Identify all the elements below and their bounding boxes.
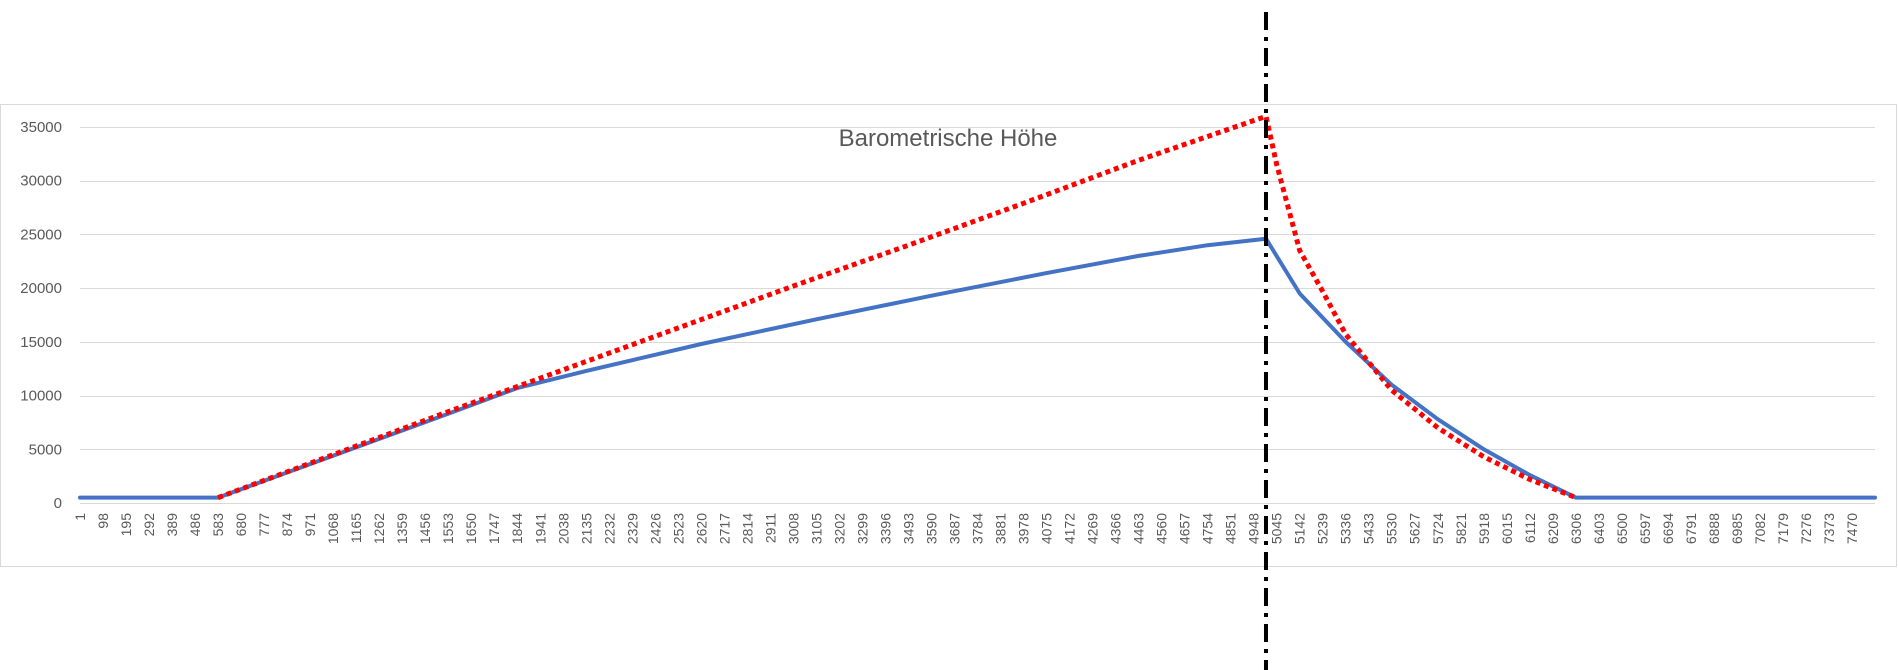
x-tick-label: 6888 bbox=[1706, 513, 1722, 544]
y-tick-label: 35000 bbox=[20, 119, 62, 136]
x-tick-label: 2135 bbox=[578, 513, 594, 544]
y-axis: 0 5000 10000 15000 20000 25000 30000 35000 bbox=[20, 119, 62, 512]
x-tick-label: 1068 bbox=[325, 513, 341, 544]
x-tick-label: 4754 bbox=[1200, 513, 1216, 544]
x-tick-label: 3493 bbox=[900, 513, 916, 544]
x-tick-label: 3784 bbox=[970, 513, 986, 544]
x-tick-label: 2620 bbox=[693, 513, 709, 544]
x-tick-label: 2523 bbox=[670, 513, 686, 544]
y-tick-label: 20000 bbox=[20, 280, 62, 297]
y-tick-label: 10000 bbox=[20, 388, 62, 405]
x-tick-label: 3687 bbox=[946, 513, 962, 544]
x-tick-label: 6791 bbox=[1683, 513, 1699, 544]
x-tick-label: 5336 bbox=[1338, 513, 1354, 544]
x-tick-label: 2038 bbox=[555, 513, 571, 544]
x-tick-label: 7082 bbox=[1752, 513, 1768, 544]
x-tick-label: 486 bbox=[187, 513, 203, 537]
x-tick-label: 7470 bbox=[1844, 513, 1860, 544]
x-tick-label: 5142 bbox=[1292, 513, 1308, 544]
y-tick-label: 30000 bbox=[20, 173, 62, 190]
x-tick-label: 3202 bbox=[831, 513, 847, 544]
y-tick-label: 0 bbox=[54, 495, 62, 512]
x-tick-label: 1 bbox=[72, 513, 88, 521]
x-tick-label: 5627 bbox=[1407, 513, 1423, 544]
x-tick-label: 971 bbox=[302, 513, 318, 537]
x-tick-label: 680 bbox=[233, 513, 249, 537]
x-tick-label: 1262 bbox=[371, 513, 387, 544]
x-tick-label: 1844 bbox=[509, 513, 525, 544]
x-tick-label: 1553 bbox=[440, 513, 456, 544]
x-tick-label: 4463 bbox=[1131, 513, 1147, 544]
x-tick-label: 6500 bbox=[1614, 513, 1630, 544]
x-axis: 1 98 195 292 389 486 583 680 777 874 971 1068 1165 12… bbox=[72, 513, 1860, 544]
x-tick-label: 98 bbox=[95, 513, 111, 529]
y-tick-label: 15000 bbox=[20, 334, 62, 351]
x-tick-label: 5045 bbox=[1269, 513, 1285, 544]
series-line-solid bbox=[78, 236, 1877, 500]
x-tick-label: 1747 bbox=[486, 513, 502, 544]
x-tick-label: 2814 bbox=[739, 513, 755, 544]
x-tick-label: 874 bbox=[279, 513, 295, 537]
x-tick-label: 4851 bbox=[1223, 513, 1239, 544]
x-tick-label: 4075 bbox=[1039, 513, 1055, 544]
x-tick-label: 6694 bbox=[1660, 513, 1676, 544]
x-tick-label: 6112 bbox=[1522, 513, 1538, 543]
x-tick-label: 3881 bbox=[993, 513, 1009, 544]
x-tick-label: 3590 bbox=[923, 513, 939, 544]
x-tick-label: 583 bbox=[210, 513, 226, 537]
x-tick-label: 6985 bbox=[1729, 513, 1745, 544]
x-tick-label: 5530 bbox=[1384, 513, 1400, 544]
x-tick-label: 6403 bbox=[1591, 513, 1607, 544]
x-tick-label: 3299 bbox=[854, 513, 870, 544]
x-tick-label: 6209 bbox=[1545, 513, 1561, 544]
x-tick-label: 5821 bbox=[1453, 513, 1469, 544]
x-tick-label: 4269 bbox=[1085, 513, 1101, 544]
x-tick-label: 4172 bbox=[1062, 513, 1078, 544]
x-tick-label: 292 bbox=[141, 513, 157, 537]
series-group bbox=[78, 113, 1877, 500]
x-tick-label: 1359 bbox=[394, 513, 410, 544]
x-tick-label: 3978 bbox=[1016, 513, 1032, 544]
x-tick-label: 5239 bbox=[1315, 513, 1331, 544]
x-tick-label: 4366 bbox=[1108, 513, 1124, 544]
x-tick-label: 2232 bbox=[601, 513, 617, 544]
x-tick-label: 4657 bbox=[1177, 513, 1193, 544]
x-tick-label: 2426 bbox=[647, 513, 663, 544]
chart-title: Barometrische Höhe bbox=[839, 125, 1058, 152]
x-tick-label: 4948 bbox=[1246, 513, 1262, 544]
y-tick-label: 5000 bbox=[29, 441, 62, 458]
x-tick-label: 3105 bbox=[808, 513, 824, 544]
y-tick-label: 25000 bbox=[20, 226, 62, 243]
x-tick-label: 6597 bbox=[1637, 513, 1653, 544]
x-tick-label: 7179 bbox=[1775, 513, 1791, 544]
x-tick-label: 1650 bbox=[463, 513, 479, 544]
x-tick-label: 7276 bbox=[1798, 513, 1814, 544]
x-tick-label: 389 bbox=[164, 513, 180, 537]
x-tick-label: 4560 bbox=[1154, 513, 1170, 544]
x-tick-label: 3008 bbox=[785, 513, 801, 544]
x-tick-label: 1456 bbox=[417, 513, 433, 544]
x-tick-label: 5918 bbox=[1476, 513, 1492, 544]
x-tick-label: 3396 bbox=[877, 513, 893, 544]
x-tick-label: 2717 bbox=[716, 513, 732, 544]
x-tick-label: 777 bbox=[256, 513, 272, 537]
x-tick-label: 5724 bbox=[1430, 513, 1446, 544]
x-tick-label: 1165 bbox=[348, 513, 364, 543]
x-tick-label: 195 bbox=[118, 513, 134, 537]
x-tick-label: 6306 bbox=[1568, 513, 1584, 544]
x-tick-label: 5433 bbox=[1361, 513, 1377, 544]
x-tick-label: 2911 bbox=[762, 513, 778, 543]
x-tick-label: 7373 bbox=[1821, 513, 1837, 544]
x-tick-label: 1941 bbox=[532, 513, 548, 544]
x-tick-label: 6015 bbox=[1499, 513, 1515, 544]
x-tick-label: 2329 bbox=[624, 513, 640, 544]
